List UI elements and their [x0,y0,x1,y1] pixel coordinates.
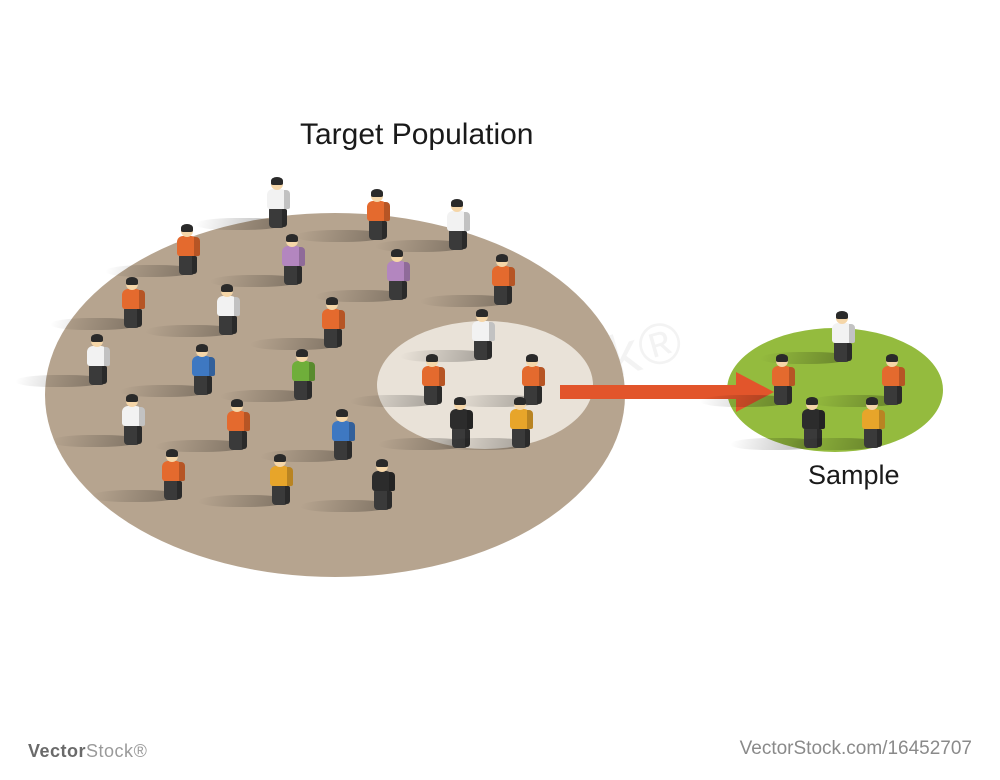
person-icon [445,200,469,254]
person-icon [830,312,854,366]
person-icon [120,395,144,449]
person-icon [215,285,239,339]
person-icon [470,310,494,364]
person-icon [85,335,109,389]
watermark-bottom-right: VectorStock.com/16452707 [740,736,972,762]
watermark-bl-a: Vector [28,741,86,761]
person-icon [770,355,794,409]
person-icon [490,255,514,309]
person-icon [508,398,532,452]
person-icon [290,350,314,404]
diagram-stage: VectorStock® Target Population Sample Ve… [0,0,1000,780]
person-icon [265,178,289,232]
person-icon [370,460,394,514]
person-icon [175,225,199,279]
person-icon [160,450,184,504]
person-icon [420,355,444,409]
person-icon [190,345,214,399]
sample-label: Sample [808,460,900,491]
person-icon [268,455,292,509]
person-icon [385,250,409,304]
arrow-icon [550,352,784,432]
watermark-bl-b: Stock [86,741,134,761]
watermark-bottom-left: VectorStock® [28,741,147,762]
person-icon [330,410,354,464]
person-icon [280,235,304,289]
person-icon [225,400,249,454]
person-icon [320,298,344,352]
person-icon [120,278,144,332]
person-icon [860,398,884,452]
population-label: Target Population [300,118,534,152]
person-icon [365,190,389,244]
watermark-bl-suffix: ® [134,741,148,761]
watermark-site: VectorStock.com/16452707 [740,736,972,762]
